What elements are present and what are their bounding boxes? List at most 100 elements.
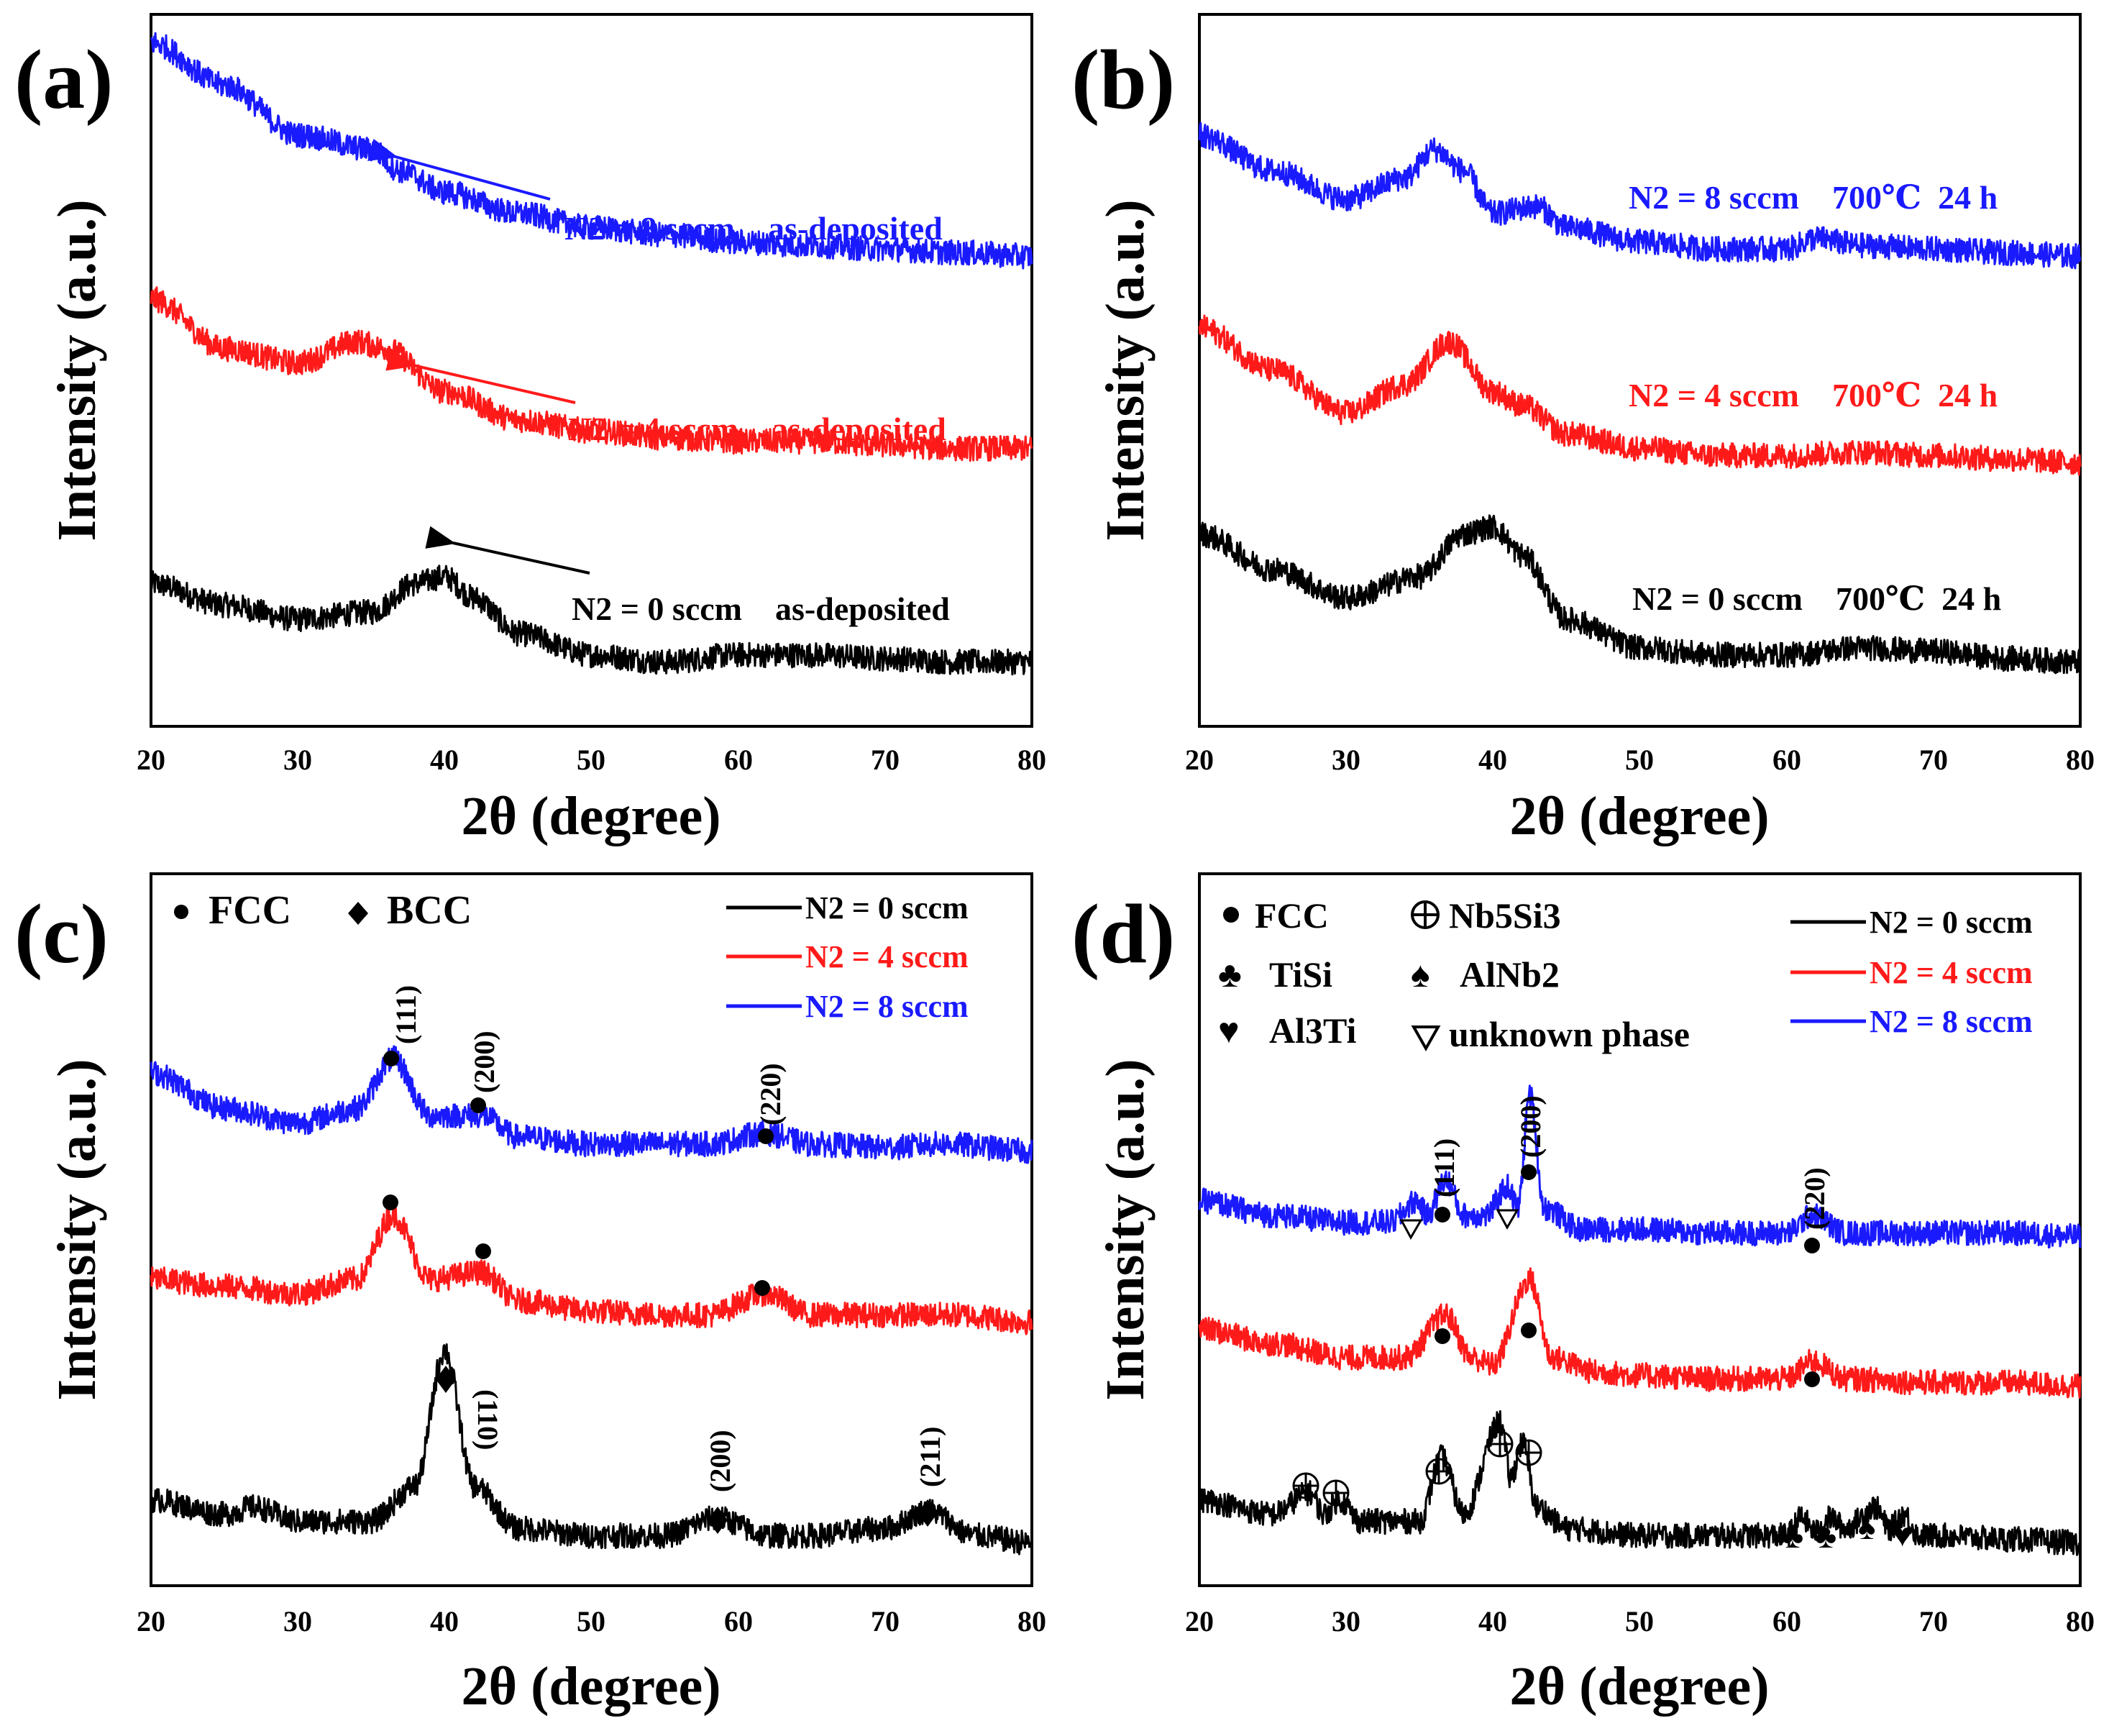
oplus-icon <box>1515 1439 1542 1466</box>
fcc-marker-icon <box>758 1128 774 1144</box>
panel-d-phase-legend: FCC ♣ TiSi ♥ Al3Ti Nb5Si3 ♠ AlNb2 unknow… <box>1218 895 1690 1054</box>
bcc-marker-icon <box>436 1366 456 1393</box>
x-tick-label: 30 <box>1332 1605 1360 1637</box>
panel-c-series-legend: N2 = 0 sccm N2 = 4 sccm N2 = 8 sccm <box>726 890 969 1024</box>
panel-c-frame <box>150 872 1033 1587</box>
series-label: N2 = 0 sccm 700℃ 24 h <box>1632 580 2001 617</box>
x-tick-label: 70 <box>871 744 900 776</box>
panel-c-x-ticks: 20 30 40 50 60 70 80 <box>137 1605 1046 1637</box>
x-tick-label: 40 <box>430 1605 459 1637</box>
x-tick-label: 70 <box>1919 1605 1948 1637</box>
oplus-icon <box>1425 1458 1452 1485</box>
peak-label: (211) <box>914 1427 946 1487</box>
panel-d-series <box>1198 1084 2082 1556</box>
x-tick-label: 30 <box>283 1605 312 1637</box>
panel-d-label: (d) <box>1071 887 1175 981</box>
fcc-marker-icon <box>1804 1371 1820 1387</box>
heart-icon: ♥ <box>1218 1010 1240 1051</box>
panel-a-y-title: Intensity (a.u.) <box>47 199 107 541</box>
xrd-trace <box>150 1343 1033 1555</box>
panel-b-x-title: 2θ (degree) <box>1509 786 1769 846</box>
tisi-legend-label: TiSi <box>1269 954 1332 995</box>
shift-arrow-black <box>425 526 590 575</box>
x-tick-label: 60 <box>1772 744 1801 776</box>
panel-d-peak-markers: (111) (200) (220) ♣ ♣ ♠ ♥ <box>1292 1095 1912 1555</box>
x-tick-label: 80 <box>1017 744 1046 776</box>
x-tick-label: 40 <box>1478 1605 1507 1637</box>
panel-c: (c) 20 30 40 50 60 70 80 2θ (degree) Int… <box>14 872 1046 1717</box>
fcc-legend-label: FCC <box>209 888 291 933</box>
nb5si3-legend-label: Nb5Si3 <box>1449 895 1561 936</box>
legend-label: N2 = 0 sccm <box>1870 905 2033 940</box>
x-tick-label: 80 <box>1017 1605 1046 1637</box>
fcc-marker-icon <box>1521 1322 1537 1338</box>
spade-icon: ♠ <box>1411 954 1430 995</box>
x-tick-label: 80 <box>2066 744 2095 776</box>
peak-label: (111) <box>390 985 422 1044</box>
legend-label: N2 = 0 sccm <box>805 890 969 926</box>
panel-d-x-ticks: 20 30 40 50 60 70 80 <box>1185 1605 2095 1637</box>
panel-b-series <box>1198 122 2082 675</box>
x-tick-label: 80 <box>2066 1605 2095 1637</box>
fcc-marker-icon <box>1223 907 1239 923</box>
x-tick-label: 70 <box>871 1605 900 1637</box>
bcc-marker-icon <box>708 1507 728 1534</box>
bcc-marker-icon <box>348 902 368 925</box>
panel-c-series <box>150 1045 1033 1555</box>
x-tick-label: 40 <box>1478 744 1507 776</box>
series-label: N2 = 8 sccm 700℃ 24 h <box>1629 179 1998 216</box>
x-tick-label: 60 <box>724 1605 753 1637</box>
fcc-marker-icon <box>1521 1164 1537 1180</box>
panel-a-x-ticks: 20 30 40 50 60 70 80 <box>137 744 1046 776</box>
fcc-marker-icon <box>383 1194 398 1210</box>
panel-d: (d) 20 30 40 50 60 70 80 2θ (degree) Int… <box>1071 872 2095 1717</box>
fcc-marker-icon <box>1804 1238 1820 1253</box>
x-tick-label: 40 <box>430 744 459 776</box>
x-tick-label: 60 <box>1772 1605 1801 1637</box>
shift-arrow-blue <box>367 139 551 201</box>
xrd-trace <box>150 32 1033 270</box>
x-tick-label: 50 <box>1625 744 1654 776</box>
panel-d-y-title: Intensity (a.u.) <box>1095 1059 1156 1400</box>
panel-a-series <box>150 32 1033 676</box>
panel-b-legend: N2 = 8 sccm 700℃ 24 h N2 = 4 sccm 700℃ 2… <box>1629 179 2001 617</box>
peak-label: (220) <box>754 1063 787 1125</box>
legend-label: N2 = 8 sccm <box>805 989 969 1024</box>
x-tick-label: 30 <box>283 744 312 776</box>
spade-icon: ♠ <box>1858 1509 1875 1546</box>
x-tick-label: 20 <box>137 1605 165 1637</box>
series-label: N2 = 0 sccm as-deposited <box>572 590 950 627</box>
club-icon: ♣ <box>1815 1518 1836 1555</box>
xrd-trace <box>150 1045 1033 1164</box>
legend-label: N2 = 4 sccm <box>805 939 969 974</box>
panel-b-y-title: Intensity (a.u.) <box>1095 199 1156 541</box>
fcc-marker-icon <box>174 905 188 919</box>
legend-label: N2 = 4 sccm <box>1870 955 2033 990</box>
series-label: N2 = 8 sccm as-deposited <box>564 210 943 247</box>
panel-a-legend: N2 = 8 sccm as-deposited N2 = 4 sccm as-… <box>367 139 950 627</box>
peak-label: (200) <box>704 1430 736 1492</box>
panel-a: (a) 20 30 40 50 60 70 80 2θ (degree) Int… <box>14 13 1046 846</box>
panel-b-x-ticks: 20 30 40 50 60 70 80 <box>1185 744 2095 776</box>
fcc-marker-icon <box>1435 1207 1450 1223</box>
fcc-marker-icon <box>754 1280 770 1296</box>
triangle-down-icon <box>1496 1209 1519 1230</box>
peak-label: (111) <box>1428 1138 1460 1197</box>
peak-label: (220) <box>1798 1167 1831 1230</box>
panel-c-label: (c) <box>14 887 109 981</box>
club-icon: ♣ <box>1782 1518 1803 1555</box>
x-tick-label: 60 <box>724 744 753 776</box>
panel-a-frame <box>150 13 1033 728</box>
bcc-legend-label: BCC <box>387 888 472 933</box>
xrd-trace <box>150 1203 1033 1335</box>
fcc-marker-icon <box>1435 1328 1450 1344</box>
panel-b-label: (b) <box>1071 32 1175 127</box>
panel-b: (b) 20 30 40 50 60 70 80 2θ (degree) Int… <box>1071 13 2095 846</box>
legend-label: N2 = 8 sccm <box>1870 1004 2033 1039</box>
heart-icon: ♥ <box>1893 1517 1912 1553</box>
x-tick-label: 20 <box>1185 744 1214 776</box>
panel-c-phase-legend: FCC BCC <box>174 888 472 933</box>
series-label: N2 = 4 sccm as-deposited <box>568 411 946 447</box>
x-tick-label: 50 <box>1625 1605 1654 1637</box>
panel-d-x-title: 2θ (degree) <box>1509 1656 1769 1717</box>
